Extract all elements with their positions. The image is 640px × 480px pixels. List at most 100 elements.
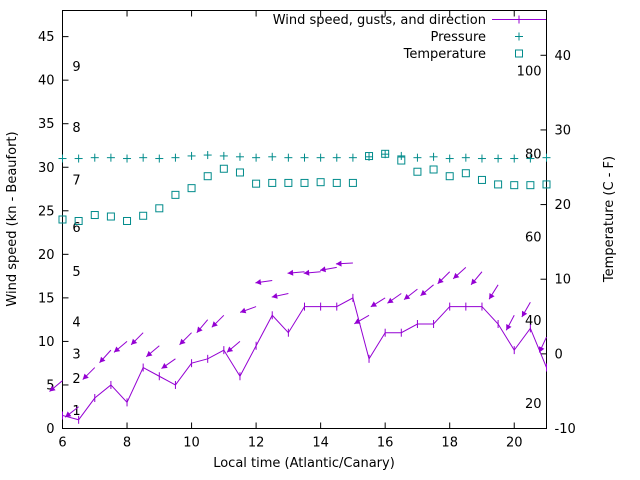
y-left-tick-label: 30: [38, 161, 55, 176]
x-tick-label: 12: [248, 436, 265, 451]
beaufort-label: 3: [72, 347, 80, 362]
data-series: [49, 149, 551, 424]
gust-arrowhead: [453, 272, 460, 279]
temperature-point: [123, 216, 132, 225]
temperature-point: [300, 178, 309, 187]
beaufort-label: 2: [72, 372, 80, 387]
gust-arrowhead: [240, 307, 247, 314]
beaufort-label: 5: [72, 265, 80, 280]
gust-arrowhead: [271, 293, 278, 299]
gust-arrowhead: [287, 269, 294, 276]
gust-arrowhead: [303, 269, 310, 276]
temperature-point: [348, 178, 357, 187]
beaufort-label: 8: [72, 121, 80, 136]
temperature-point: [526, 181, 535, 190]
gust-arrowhead: [161, 363, 168, 369]
fahrenheit-label: 60: [525, 230, 542, 245]
gust-arrowhead: [335, 260, 342, 267]
gust-arrowhead: [404, 293, 411, 300]
temperature-point: [203, 172, 212, 181]
y-left-tick-label: 5: [46, 378, 54, 393]
x-tick-label: 14: [312, 436, 329, 451]
temperature-point: [461, 169, 470, 178]
y-left-tick-label: 0: [46, 422, 54, 437]
gust-arrowhead: [65, 411, 72, 418]
axis-ticks: 6 8 10 12 14 16 18 20051015202530354045-1001020…: [38, 10, 576, 451]
y-right-tick-label: 10: [555, 273, 572, 288]
y-left-tick-label: 40: [38, 74, 55, 89]
temperature-point: [235, 168, 244, 177]
temperature-point: [74, 216, 83, 225]
gust-arrowhead: [99, 356, 106, 363]
temperature-point: [219, 164, 228, 173]
fahrenheit-label: 20: [525, 397, 542, 412]
temperature-point: [106, 212, 115, 221]
temperature-point: [332, 178, 341, 187]
temperature-point: [284, 178, 293, 187]
fahrenheit-label: 80: [525, 148, 542, 163]
legend-marker-samples: [492, 15, 546, 58]
temperature-point: [252, 179, 261, 188]
y-right-tick-label: 30: [555, 123, 572, 138]
x-tick-label: 18: [441, 436, 458, 451]
gust-arrowhead: [370, 301, 377, 307]
x-tick-label: 20: [506, 436, 523, 451]
gust-arrowhead: [489, 293, 495, 300]
fahrenheit-label: 40: [525, 314, 542, 329]
y-left-tick-label: 10: [38, 335, 55, 350]
temperature-point: [187, 184, 196, 193]
temperature-point: [365, 152, 374, 161]
fahrenheit-label: 100: [517, 65, 542, 80]
gust-arrowhead: [49, 385, 56, 392]
gust-arrowhead: [226, 346, 234, 353]
temperature-point: [429, 165, 438, 174]
temperature-point: [397, 156, 406, 165]
y-right-tick-label: 40: [555, 49, 572, 64]
gust-arrowhead: [179, 338, 186, 345]
legend-label-pressure: Pressure: [430, 30, 486, 45]
x-tick-label: 10: [183, 436, 200, 451]
beaufort-label: 6: [72, 221, 80, 236]
beaufort-label: 7: [72, 173, 80, 188]
y-right-tick-label: 20: [555, 198, 572, 213]
temperature-point: [171, 190, 180, 199]
inner-scale-labels: 1 2 3 4 5 6 7 8 9 20 40 60 80 100: [72, 60, 541, 419]
y-right-tick-label: 0: [555, 347, 563, 362]
gust-arrowhead: [354, 318, 361, 324]
gust-arrowhead: [131, 338, 138, 345]
beaufort-label: 4: [72, 315, 80, 330]
x-tick-label: 6: [58, 436, 66, 451]
y-right-tick-label: -10: [555, 422, 576, 437]
x-axis-label: Local time (Atlantic/Canary): [213, 456, 395, 471]
gust-arrowhead: [437, 277, 444, 284]
y-axis-label-right: Temperature (C - F): [602, 156, 617, 283]
y-left-tick-label: 45: [38, 30, 55, 45]
gust-arrowhead: [521, 310, 528, 317]
y-left-tick-label: 20: [38, 248, 55, 263]
temperature-point: [90, 211, 99, 220]
temperature-point: [316, 178, 325, 187]
temperature-point: [58, 215, 67, 224]
temperature-point: [542, 180, 551, 189]
gust-arrowhead: [320, 266, 326, 273]
temperature-point: [413, 167, 422, 176]
temperature-point: [381, 149, 390, 158]
gust-arrowhead: [211, 321, 218, 328]
gust-arrowhead: [146, 350, 153, 357]
wind-speed-line: [62, 297, 547, 421]
gust-arrowhead: [82, 373, 89, 380]
temperature-point: [268, 178, 277, 187]
temperature-point: [155, 204, 164, 213]
gust-arrowhead: [538, 346, 545, 353]
gust-arrowhead: [114, 346, 121, 353]
gust-arrowhead: [506, 324, 512, 331]
y-left-tick-label: 15: [38, 291, 55, 306]
legend-label-temperature: Temperature: [403, 47, 486, 62]
plot-border: [62, 10, 547, 429]
x-tick-label: 16: [377, 436, 394, 451]
y-axis-label-left: Wind speed (kn - Beaufort): [5, 131, 20, 306]
beaufort-label: 1: [72, 404, 80, 419]
temperature-point: [445, 172, 454, 181]
